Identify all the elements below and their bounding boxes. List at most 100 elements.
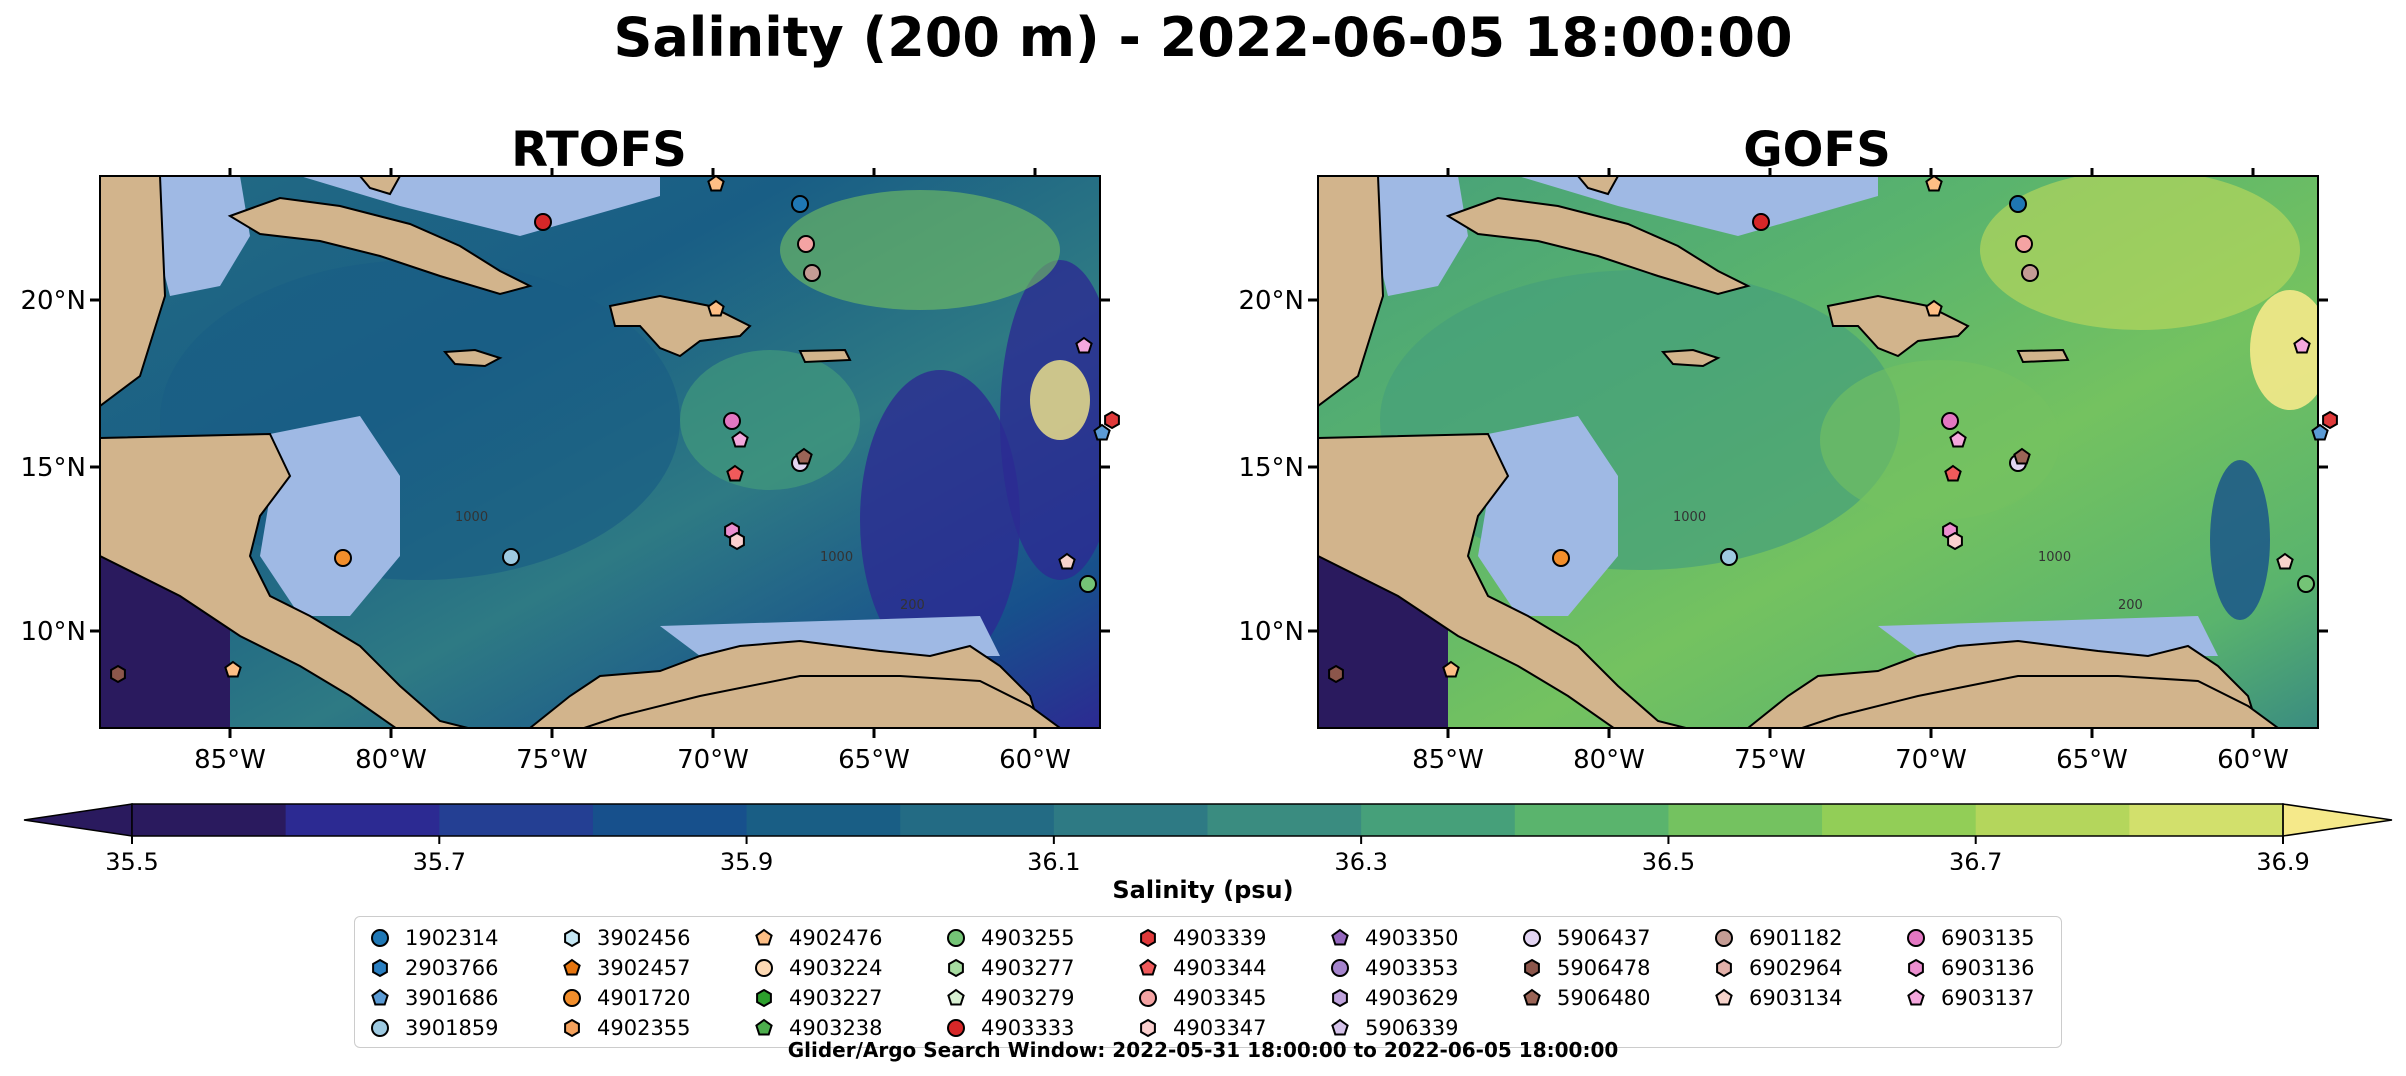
circle-marker-icon (755, 959, 773, 977)
float-marker-6903134 (1058, 552, 1076, 570)
colorbar-bin (1975, 804, 2130, 836)
cuba-land (227, 196, 533, 296)
colorbar: 35.5 35.7 35.9 36.1 36.3 36.5 36.7 36.9 (23, 803, 2393, 870)
hexagon-marker-icon (564, 928, 580, 948)
colorbar-bin (1053, 804, 1208, 836)
float-marker-3901686 (1093, 423, 1111, 441)
legend-item-label: 4901720 (597, 986, 691, 1010)
float-marker-4903345 (797, 235, 815, 253)
float-marker-5906480 (2013, 447, 2031, 465)
circle-marker-icon (947, 1019, 965, 1037)
legend-item: 6903136 (1905, 953, 2035, 983)
circle-marker-icon (371, 929, 389, 947)
hexagon-marker-icon (1332, 988, 1348, 1008)
legend-item-label: 6901182 (1749, 926, 1843, 950)
legend-item-label: 2903766 (405, 956, 499, 980)
lon-tick-label: 75°W (516, 745, 588, 775)
nicaragua-shelf (1478, 416, 1618, 616)
legend-item: 4903339 (1137, 923, 1267, 953)
puerto-rico-land (2016, 348, 2070, 364)
salinity-patch (680, 350, 860, 490)
hexagon-marker-icon (1908, 958, 1924, 978)
pentagon-marker-icon (1139, 958, 1157, 976)
float-marker-3901686 (2311, 423, 2329, 441)
figure-canvas: 1000 1000 200 1000 1000 200 85°W 80°W 75°W 70°W… (20, 168, 2393, 870)
hexagon-marker-icon (1524, 958, 1540, 978)
pentagon-marker-icon (947, 988, 965, 1006)
lon-tick-label: 65°W (2056, 745, 2128, 775)
legend-item: 6903137 (1905, 983, 2035, 1013)
legend-item-label: 4903345 (1173, 986, 1267, 1010)
legend-item-label: 5906480 (1557, 986, 1651, 1010)
legend-marker (1715, 988, 1733, 1006)
legend-item: 5906437 (1521, 923, 1651, 953)
legend-marker (948, 958, 964, 978)
legend-marker (372, 958, 388, 978)
legend-marker (1331, 928, 1349, 946)
legend-item: 4903353 (1329, 953, 1459, 983)
legend-item-label: 6903137 (1941, 986, 2035, 1010)
colorbar-bin (1668, 804, 1823, 836)
panel-title-rtofs: RTOFS (511, 122, 687, 178)
float-marker-4903339 (1104, 410, 1120, 430)
legend-marker (563, 989, 581, 1007)
legend-marker (1523, 929, 1541, 947)
legend-marker (756, 988, 772, 1008)
legend-item: 4903344 (1137, 953, 1267, 983)
legend-marker (947, 929, 965, 947)
legend-item-label: 6903135 (1941, 926, 2035, 950)
legend-item: 4903350 (1329, 923, 1459, 953)
legend-item: 4903333 (945, 1013, 1075, 1043)
legend-item-label: 3901686 (405, 986, 499, 1010)
cuba-land (1445, 196, 1751, 296)
float-marker-6903134 (2276, 552, 2294, 570)
salinity-patch (780, 190, 1060, 310)
colorbar-bin (592, 804, 748, 836)
contour-label: 200 (2118, 598, 2143, 613)
legend-item-label: 4903350 (1365, 926, 1459, 950)
search-window-caption: Glider/Argo Search Window: 2022-05-31 18… (787, 1038, 1619, 1062)
circle-marker-icon (563, 989, 581, 1007)
pentagon-marker-icon (755, 928, 773, 946)
float-marker-4903344 (1944, 464, 1962, 482)
float-marker-6903137 (731, 430, 749, 448)
float-marker-4902476 (707, 174, 725, 192)
colorbar-tick-label: 36.1 (1027, 848, 1080, 870)
hexagon-marker-icon (948, 958, 964, 978)
colorbar-bin (746, 804, 901, 836)
salinity-patch (1030, 360, 1090, 440)
legend-marker (563, 958, 581, 976)
float-marker-4903347 (1947, 531, 1963, 551)
pentagon-marker-icon (371, 988, 389, 1006)
hexagon-marker-icon (1140, 928, 1156, 948)
pentagon-marker-icon (1907, 988, 1925, 1006)
map-frame (1317, 175, 2319, 729)
legend-item-label: 6903136 (1941, 956, 2035, 980)
float-marker-4902476 (1925, 299, 1943, 317)
legend-item-label: 5906339 (1365, 1016, 1459, 1040)
colorbar-frame (131, 803, 2284, 837)
legend-item: 4903345 (1137, 983, 1267, 1013)
legend-item: 4902355 (561, 1013, 691, 1043)
circle-marker-icon (1715, 929, 1733, 947)
legend-marker (564, 1018, 580, 1038)
float-marker-6903135 (1941, 412, 1959, 430)
legend-item-label: 4903629 (1365, 986, 1459, 1010)
float-marker-4901720 (334, 549, 352, 567)
legend-item: 1902314 (369, 923, 499, 953)
colorbar-over-extend (2282, 803, 2393, 837)
float-marker-6901182 (803, 264, 821, 282)
circle-marker-icon (1139, 989, 1157, 1007)
lon-tick-label: 70°W (677, 745, 749, 775)
legend-item-label: 3902456 (597, 926, 691, 950)
map-panel-rtofs: 1000 1000 200 (99, 175, 1101, 729)
pentagon-marker-icon (563, 958, 581, 976)
jamaica-land (1660, 348, 1721, 368)
legend-item: 4901720 (561, 983, 691, 1013)
legend-marker (1140, 928, 1156, 948)
lon-tick-label: 60°W (999, 745, 1071, 775)
legend-marker (947, 988, 965, 1006)
legend-marker (1908, 958, 1924, 978)
legend-item: 4903224 (753, 953, 883, 983)
float-marker-4902476 (1442, 660, 1460, 678)
